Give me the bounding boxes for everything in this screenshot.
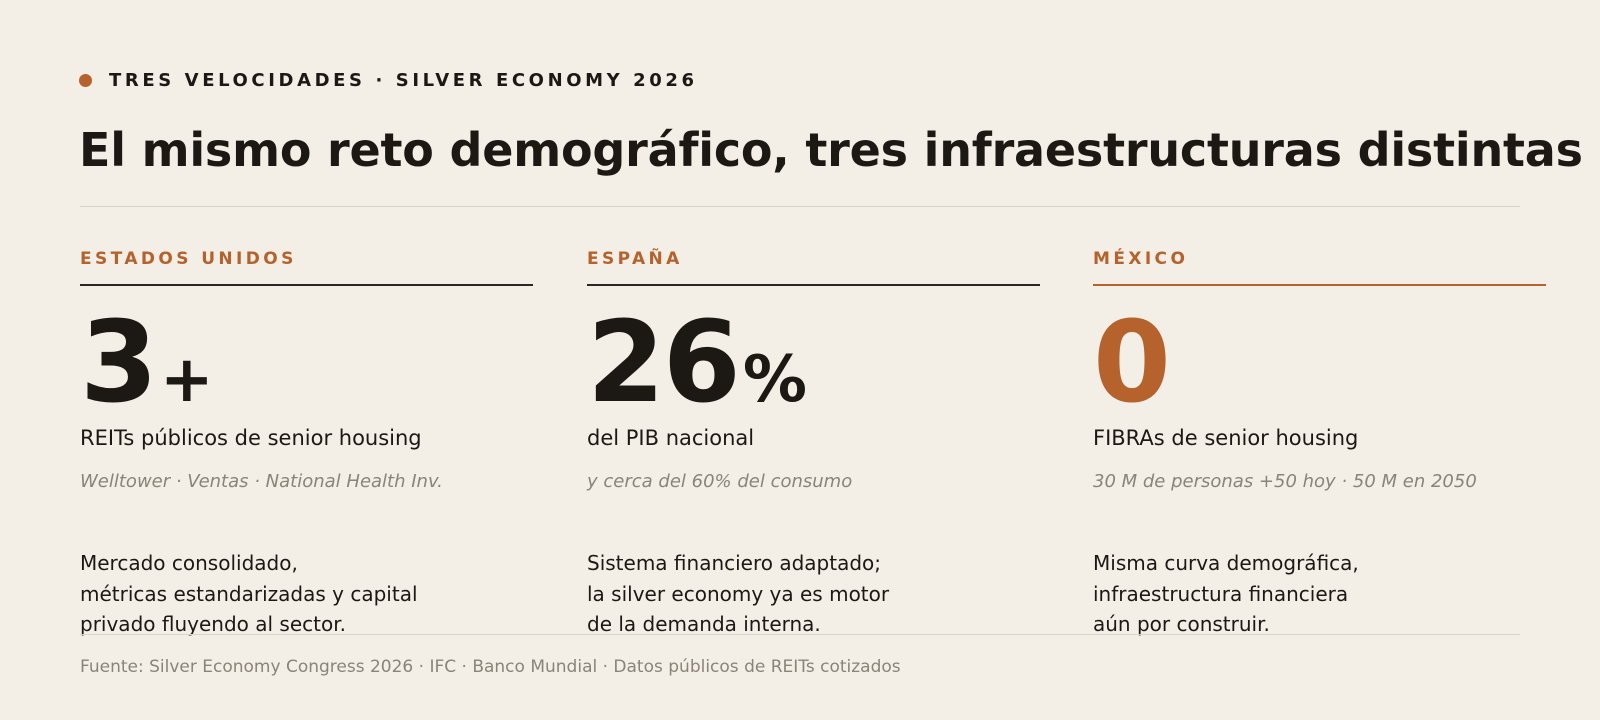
stat-suffix: + — [159, 343, 214, 417]
footer-divider — [80, 634, 1520, 635]
source-note: Fuente: Silver Economy Congress 2026 · I… — [80, 657, 901, 677]
bullet-dot-icon — [79, 74, 92, 87]
description-line: métricas estandarizadas y capital — [80, 581, 418, 606]
big-stat: 0 — [1093, 298, 1546, 428]
country-label: ESTADOS UNIDOS — [80, 249, 297, 269]
big-stat: 3 + — [80, 298, 533, 428]
description-line: aún por construir. — [1093, 612, 1270, 636]
page-title: El mismo reto demográfico, tres infraest… — [79, 123, 1583, 177]
column-description: Mercado consolidado, métricas estandariz… — [80, 548, 533, 640]
country-label: MÉXICO — [1093, 249, 1189, 269]
eyebrow-label: TRES VELOCIDADES · SILVER ECONOMY 2026 — [109, 70, 698, 91]
stat-note: Welltower · Ventas · National Health Inv… — [80, 471, 443, 492]
column-divider — [1093, 284, 1546, 286]
column-description: Sistema financiero adaptado; la silver e… — [587, 548, 1040, 640]
description-line: la silver economy ya es motor — [587, 581, 890, 606]
eyebrow: TRES VELOCIDADES · SILVER ECONOMY 2026 — [79, 70, 698, 91]
column-description: Misma curva demográfica, infraestructura… — [1093, 548, 1546, 640]
country-label: ESPAÑA — [587, 249, 683, 269]
stat-note: y cerca del 60% del consumo — [587, 471, 853, 492]
stat-metric: del PIB nacional — [587, 426, 755, 450]
column-estados-unidos: ESTADOS UNIDOS 3 + REITs públicos de sen… — [80, 248, 533, 640]
description-line: Misma curva demográfica, — [1093, 551, 1359, 575]
description-line: Sistema financiero adaptado; — [587, 551, 882, 575]
stat-note: 30 M de personas +50 hoy · 50 M en 2050 — [1093, 471, 1477, 492]
column-mexico: MÉXICO 0 FIBRAs de senior housing 30 M d… — [1093, 248, 1546, 640]
description-line: de la demanda interna. — [587, 612, 821, 636]
stat-number: 26 — [587, 298, 741, 428]
big-stat: 26 % — [587, 298, 1040, 428]
stat-metric: REITs públicos de senior housing — [80, 426, 422, 450]
description-line: privado fluyendo al sector. — [80, 612, 346, 636]
description-line: infraestructura financiera — [1093, 581, 1349, 606]
column-espana: ESPAÑA 26 % del PIB nacional y cerca del… — [587, 248, 1040, 640]
description-line: Mercado consolidado, — [80, 551, 298, 575]
column-divider — [587, 284, 1040, 286]
column-divider — [80, 284, 533, 286]
stat-metric: FIBRAs de senior housing — [1093, 426, 1359, 450]
stat-number: 3 — [80, 298, 158, 428]
title-divider — [80, 206, 1520, 207]
stat-suffix: % — [742, 343, 807, 417]
stat-number: 0 — [1093, 298, 1171, 428]
